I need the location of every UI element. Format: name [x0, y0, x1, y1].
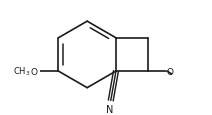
- Text: O: O: [167, 67, 174, 76]
- Text: N: N: [106, 104, 113, 114]
- Text: O: O: [30, 67, 37, 76]
- Text: CH$_3$: CH$_3$: [13, 65, 31, 78]
